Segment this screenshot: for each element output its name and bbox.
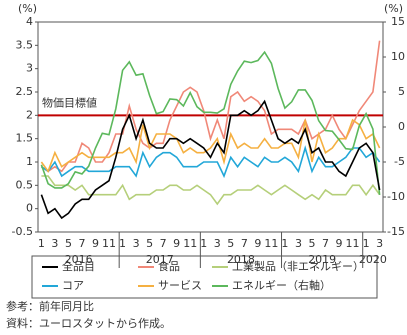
series-line bbox=[40, 50, 381, 195]
y2-tick-label: -10 bbox=[387, 190, 405, 203]
x-tick-label: 11 bbox=[264, 237, 278, 250]
y-tick-label: 1.5 bbox=[16, 132, 34, 145]
x-tick-label: 3 bbox=[295, 237, 302, 250]
y-axis-label: (%) bbox=[18, 2, 37, 15]
y-tick-label: 0 bbox=[26, 202, 33, 215]
legend-label: 食品 bbox=[158, 259, 180, 273]
series-line bbox=[40, 40, 381, 173]
legend-label: コア bbox=[62, 279, 84, 292]
y2-tick-label: 5 bbox=[398, 85, 405, 98]
y2-tick-label: 15 bbox=[391, 15, 405, 28]
x-tick-label: 3 bbox=[51, 237, 58, 250]
x-tick-label: 1 bbox=[38, 237, 45, 250]
x-tick-label: 1 bbox=[281, 237, 288, 250]
x-tick-label: 5 bbox=[227, 237, 234, 250]
x-tick-label: 1 bbox=[119, 237, 126, 250]
x-tick-label: 7 bbox=[322, 237, 329, 250]
legend-label: エネルギー（右軸） bbox=[232, 278, 331, 292]
x-tick-label: 7 bbox=[160, 237, 167, 250]
x-tick-label: 1 bbox=[363, 237, 370, 250]
series-line bbox=[40, 145, 381, 179]
y2-tick-label: 0 bbox=[398, 120, 405, 133]
x-tick-label: 9 bbox=[92, 237, 99, 250]
y-tick-label: 1 bbox=[26, 155, 33, 168]
x-tick-label: 3 bbox=[376, 237, 383, 250]
series-line bbox=[41, 175, 381, 206]
target-label: 物価目標値 bbox=[42, 95, 97, 109]
x-tick-label: 3 bbox=[133, 237, 140, 250]
year-label: 2018 bbox=[227, 253, 255, 266]
legend-label: 全品目 bbox=[62, 259, 95, 273]
series-line bbox=[40, 118, 381, 173]
year-label: 2020 bbox=[359, 253, 387, 266]
legend-frame bbox=[31, 255, 378, 299]
legend-label: 工業製品（非エネルギー） bbox=[232, 259, 364, 273]
x-tick-label: 9 bbox=[336, 237, 343, 250]
year-label: 2019 bbox=[308, 253, 336, 266]
x-tick-label: 9 bbox=[173, 237, 180, 250]
y-tick-label: 3 bbox=[26, 62, 33, 75]
note: 参考：前年同月比 bbox=[6, 299, 94, 313]
x-tick-label: 11 bbox=[102, 237, 116, 250]
note: 資料：ユーロスタットから作成。 bbox=[6, 316, 171, 330]
legend-label: サービス bbox=[158, 279, 202, 292]
x-tick-label: 7 bbox=[241, 237, 248, 250]
x-tick-label: 1 bbox=[200, 237, 207, 250]
x-tick-label: 7 bbox=[78, 237, 85, 250]
y-tick-label: 4 bbox=[26, 15, 33, 28]
series-line bbox=[40, 99, 381, 220]
x-tick-label: 9 bbox=[254, 237, 261, 250]
y2-tick-label: -5 bbox=[394, 155, 405, 168]
y-tick-label: 0.5 bbox=[16, 178, 34, 191]
y2-axis-label: (%) bbox=[384, 2, 403, 15]
y-tick-label: -0.5 bbox=[12, 225, 33, 238]
y-tick-label: 3.5 bbox=[16, 38, 34, 51]
year-label: 2016 bbox=[65, 253, 93, 266]
x-tick-label: 11 bbox=[346, 237, 360, 250]
plot-frame bbox=[37, 21, 384, 233]
y2-tick-label: -15 bbox=[387, 225, 405, 238]
y2-tick-label: 10 bbox=[391, 50, 405, 63]
x-tick-label: 5 bbox=[308, 237, 315, 250]
x-tick-label: 5 bbox=[65, 237, 72, 250]
y-tick-label: 2 bbox=[26, 108, 33, 121]
year-label: 2017 bbox=[146, 253, 174, 266]
y-tick-label: 2.5 bbox=[16, 85, 34, 98]
x-tick-label: 11 bbox=[183, 237, 197, 250]
x-tick-label: 3 bbox=[214, 237, 221, 250]
x-tick-label: 5 bbox=[146, 237, 153, 250]
